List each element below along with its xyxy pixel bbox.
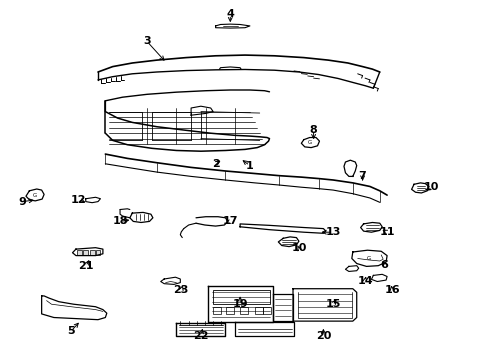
Text: 6: 6 [381,260,389,270]
Text: 7: 7 [359,171,367,181]
Text: 1: 1 [246,161,254,171]
Bar [240,307,248,314]
Text: 19: 19 [232,299,248,309]
Bar [263,307,271,314]
Text: G: G [308,140,312,145]
Bar [226,307,234,314]
Text: 17: 17 [222,216,238,226]
Bar [83,250,88,255]
Text: 18: 18 [112,216,128,226]
Text: 23: 23 [173,285,189,295]
Text: G: G [33,193,37,198]
Text: 12: 12 [71,195,86,205]
Text: 2: 2 [212,159,220,169]
Text: 3: 3 [143,36,151,46]
Bar [90,250,95,255]
Text: 10: 10 [291,243,307,253]
Text: 22: 22 [193,330,209,341]
Text: 10: 10 [423,182,439,192]
Bar [213,290,270,304]
Text: 16: 16 [384,285,400,295]
Text: 11: 11 [379,227,395,237]
Bar [96,250,100,255]
Text: 15: 15 [325,299,341,309]
Text: 13: 13 [325,227,341,237]
Bar [213,307,220,314]
Text: 9: 9 [18,197,26,207]
Bar [255,307,263,314]
Text: 5: 5 [67,326,75,336]
Text: 21: 21 [78,261,94,271]
Text: 8: 8 [310,125,318,135]
Text: 20: 20 [316,330,331,341]
Text: 4: 4 [226,9,234,19]
Text: 14: 14 [357,276,373,286]
Bar [77,250,82,255]
Text: G: G [367,256,370,261]
